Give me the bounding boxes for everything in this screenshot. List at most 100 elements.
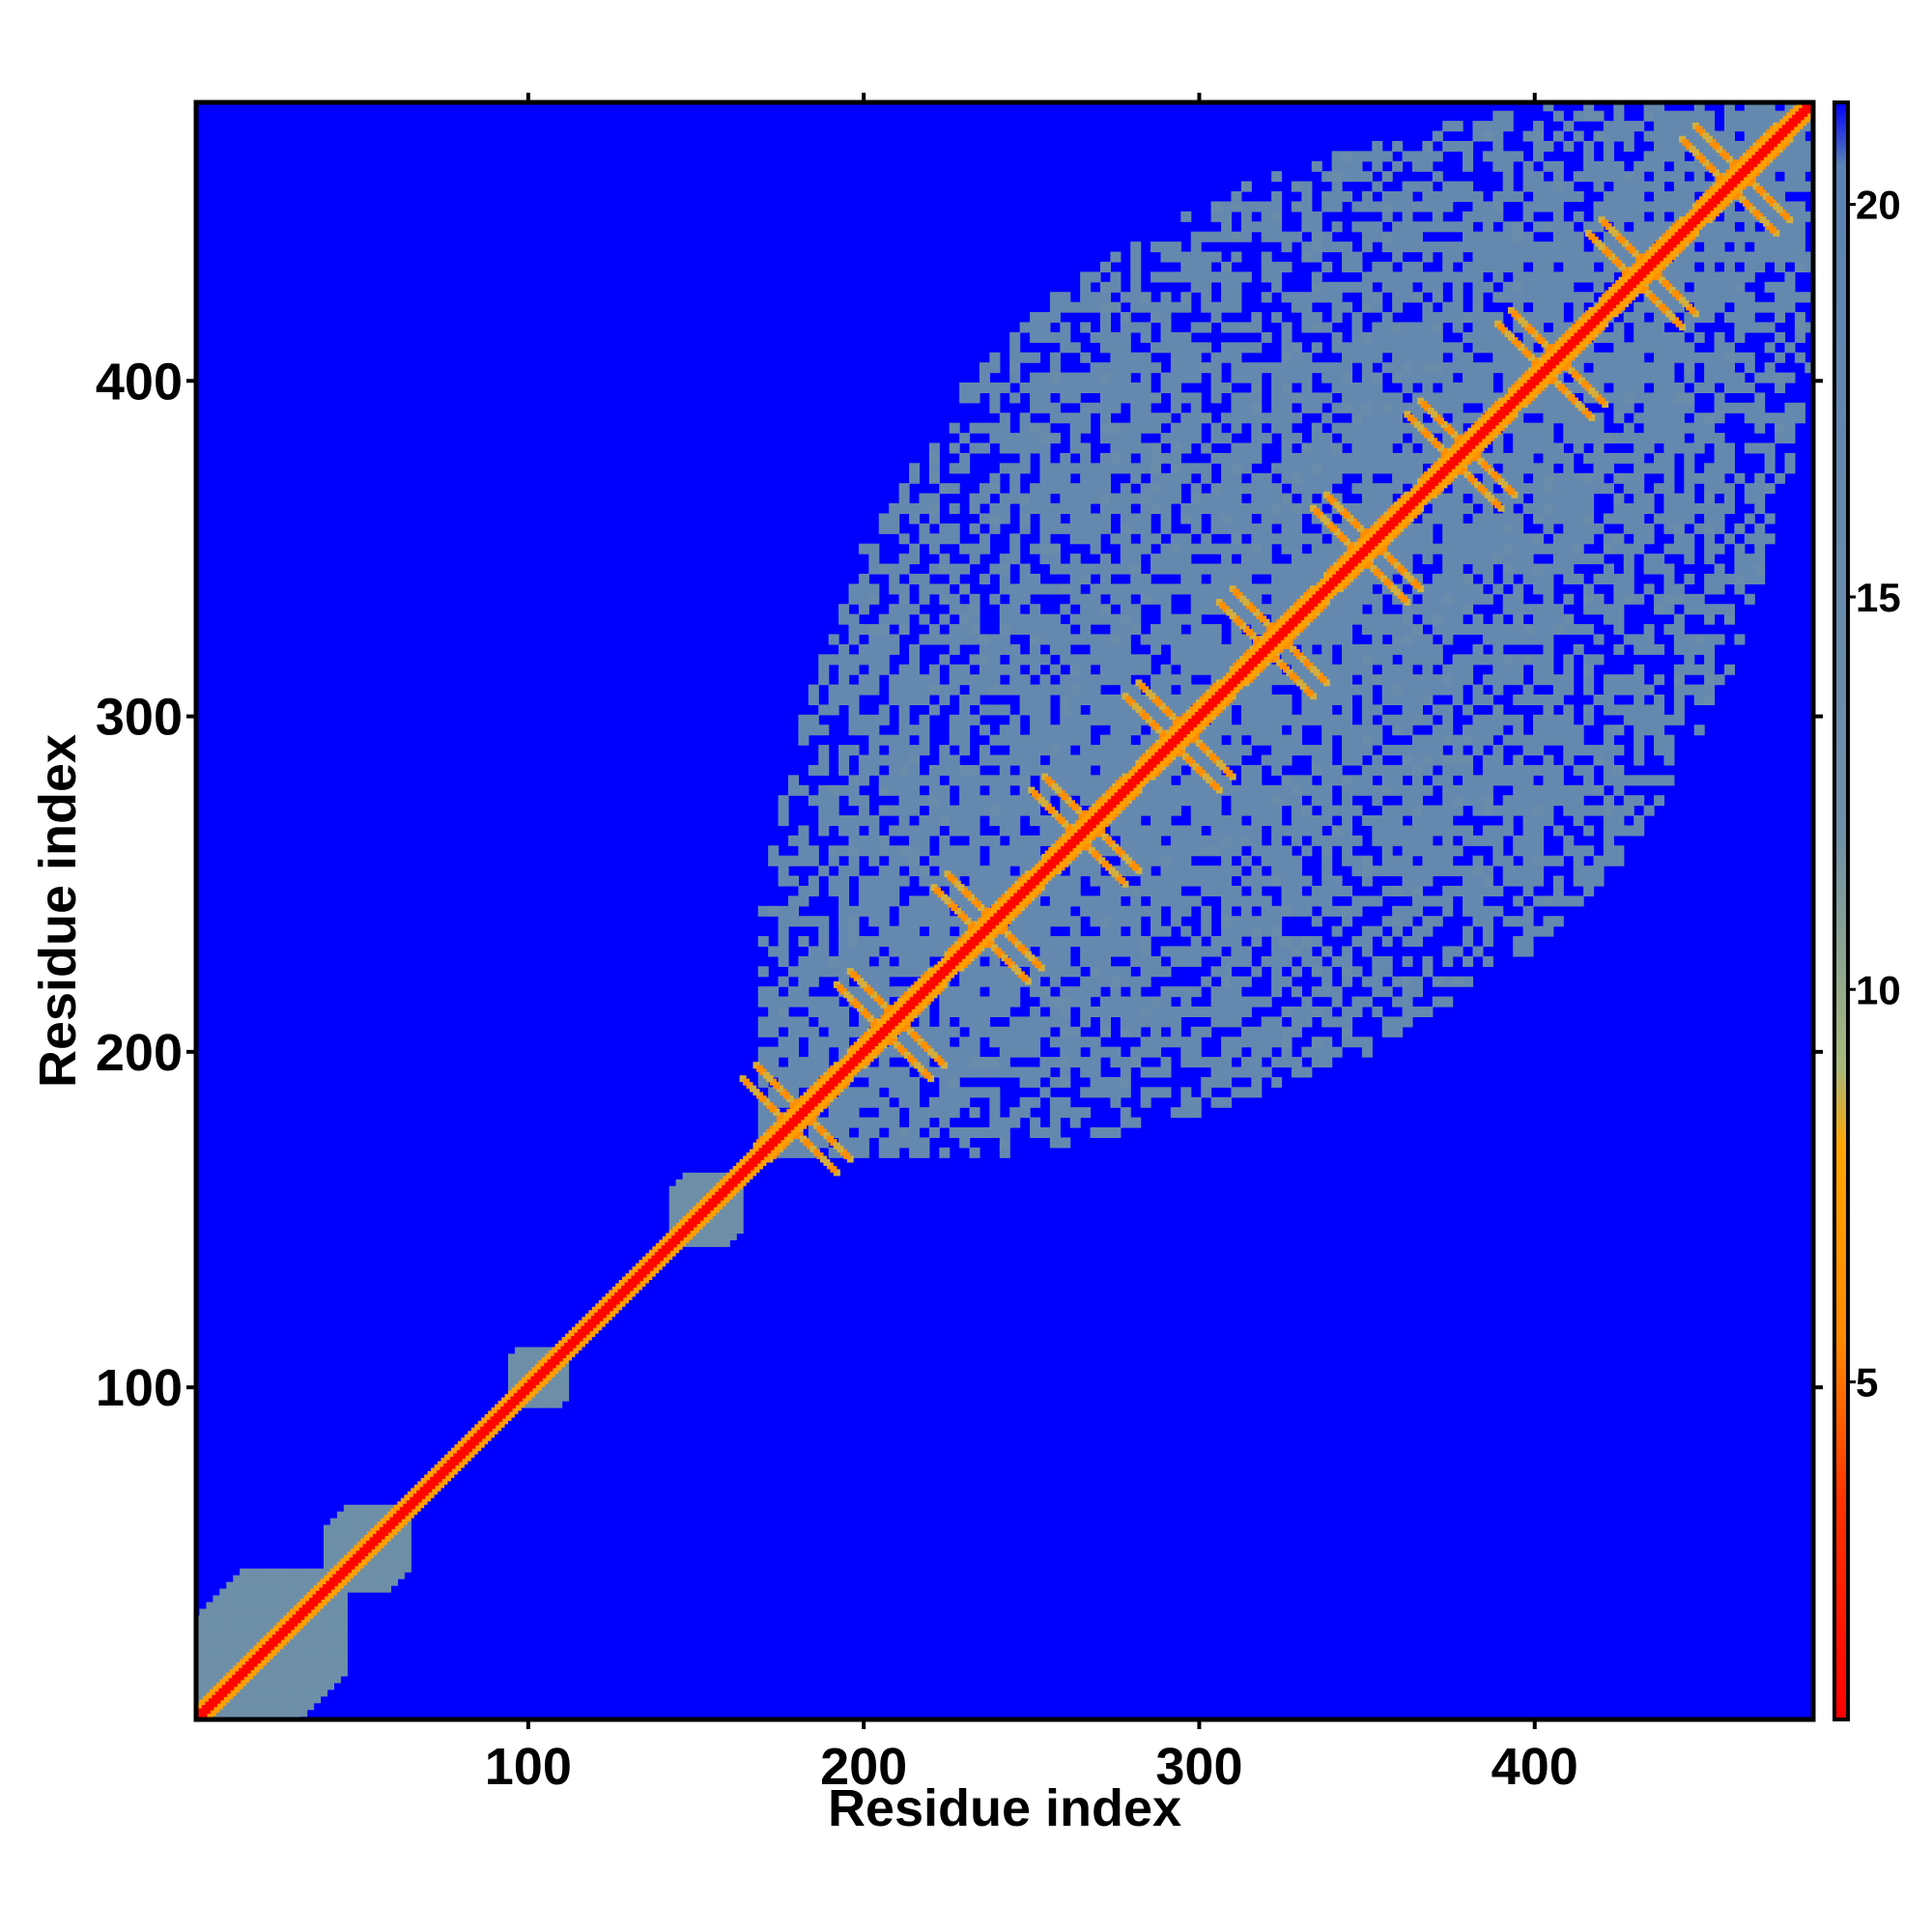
heatmap-cell — [343, 1504, 352, 1513]
heatmap-cell — [1069, 654, 1081, 666]
heatmap-cell — [1221, 554, 1233, 565]
heatmap-cell — [1351, 936, 1363, 948]
heatmap-cell — [1140, 1066, 1151, 1078]
heatmap-cell — [1231, 493, 1242, 504]
heatmap-cell — [1331, 382, 1343, 394]
heatmap-cell — [1120, 996, 1131, 1008]
heatmap-cell — [1331, 664, 1343, 675]
heatmap-cell — [1009, 583, 1021, 595]
heatmap-cell — [1634, 684, 1645, 696]
heatmap-cell — [1251, 845, 1263, 857]
heatmap-cell — [1281, 875, 1293, 887]
heatmap-cell — [1502, 573, 1514, 584]
heatmap-cell — [928, 533, 940, 545]
heatmap-cell — [1019, 734, 1031, 746]
heatmap-cell — [838, 1127, 850, 1139]
heatmap-cell — [1039, 1016, 1051, 1028]
heatmap-cell — [1049, 643, 1061, 655]
heatmap-cell — [514, 1347, 523, 1355]
heatmap-cell — [1019, 754, 1031, 766]
heatmap-cell — [1342, 392, 1353, 404]
heatmap-cell — [1342, 422, 1353, 434]
heatmap-cell — [377, 1578, 385, 1586]
heatmap-cell — [1522, 825, 1534, 837]
heatmap-cell — [1099, 281, 1112, 293]
heatmap-cell — [1583, 714, 1595, 725]
heatmap-cell — [1080, 1087, 1092, 1098]
heatmap-cell — [1482, 734, 1493, 746]
heatmap-cell — [1180, 392, 1192, 404]
heatmap-cell — [949, 684, 960, 696]
heatmap-cell — [1281, 1037, 1293, 1048]
heatmap-cell — [969, 775, 980, 786]
heatmap-cell — [1130, 554, 1142, 565]
heatmap-cell — [999, 1037, 1010, 1048]
heatmap-cell — [1190, 503, 1202, 515]
heatmap-cell — [1442, 805, 1454, 816]
heatmap-cell — [1090, 362, 1101, 374]
heatmap-cell — [1452, 583, 1463, 595]
heatmap-cell — [1311, 825, 1322, 837]
heatmap-cell — [1281, 654, 1293, 666]
heatmap-cell — [1452, 593, 1463, 605]
heatmap-cell — [1281, 745, 1293, 756]
heatmap-cell — [384, 1538, 392, 1547]
heatmap-cell — [1452, 604, 1463, 615]
heatmap-cell — [1060, 583, 1071, 595]
heatmap-cell — [768, 1006, 780, 1018]
heatmap-cell — [1654, 775, 1665, 786]
heatmap-cell — [1502, 734, 1514, 746]
heatmap-cell — [878, 1046, 890, 1058]
heatmap-cell — [1170, 472, 1181, 484]
heatmap-cell — [1552, 825, 1564, 837]
heatmap-cell — [858, 674, 869, 686]
heatmap-cell — [1240, 745, 1252, 756]
heatmap-cell — [878, 936, 890, 948]
heatmap-cell — [299, 1635, 308, 1643]
heatmap-cell — [1060, 714, 1071, 725]
heatmap-cell — [1060, 463, 1071, 474]
heatmap-cell — [1714, 674, 1725, 686]
heatmap-cell — [1492, 905, 1504, 917]
heatmap-cell — [1442, 583, 1454, 595]
heatmap-cell — [397, 1545, 405, 1552]
heatmap-cell — [928, 905, 940, 917]
heatmap-cell — [1221, 875, 1233, 887]
heatmap-cell — [928, 684, 940, 696]
heatmap-cell — [1684, 664, 1695, 675]
heatmap-cell — [266, 1622, 274, 1630]
heatmap-cell — [1130, 382, 1142, 394]
heatmap-cell — [1402, 674, 1413, 686]
heatmap-cell — [787, 1076, 800, 1088]
heatmap-cell — [1170, 784, 1181, 796]
heatmap-cell — [1342, 1006, 1353, 1018]
heatmap-cell — [1009, 331, 1021, 343]
heatmap-cell — [1160, 1037, 1172, 1048]
heatmap-cell — [404, 1524, 412, 1533]
heatmap-cell — [1030, 422, 1041, 434]
heatmap-cell — [1210, 1066, 1222, 1078]
heatmap-cell — [1654, 745, 1665, 756]
heatmap-cell — [989, 1117, 1001, 1128]
heatmap-cell — [1190, 986, 1202, 998]
heatmap-cell — [919, 734, 930, 746]
heatmap-cell — [1492, 764, 1504, 776]
heatmap-cell — [534, 1387, 543, 1395]
heatmap-cell — [356, 1524, 365, 1533]
heatmap-cell — [898, 533, 910, 545]
heatmap-cell — [1030, 835, 1041, 846]
heatmap-cell — [1331, 905, 1343, 917]
heatmap-cell — [949, 1026, 960, 1037]
heatmap-cell — [1492, 714, 1504, 725]
heatmap-cell — [999, 704, 1010, 716]
heatmap-cell — [1080, 1037, 1092, 1048]
heatmap-cell — [1543, 704, 1554, 716]
heatmap-cell — [1583, 885, 1595, 896]
heatmap-cell — [1442, 825, 1454, 837]
heatmap-cell — [1372, 815, 1383, 827]
heatmap-cell — [1463, 604, 1474, 615]
heatmap-cell — [534, 1401, 543, 1408]
heatmap-cell — [1513, 613, 1524, 625]
heatmap-cell — [1110, 875, 1122, 887]
heatmap-cell — [1281, 784, 1293, 796]
